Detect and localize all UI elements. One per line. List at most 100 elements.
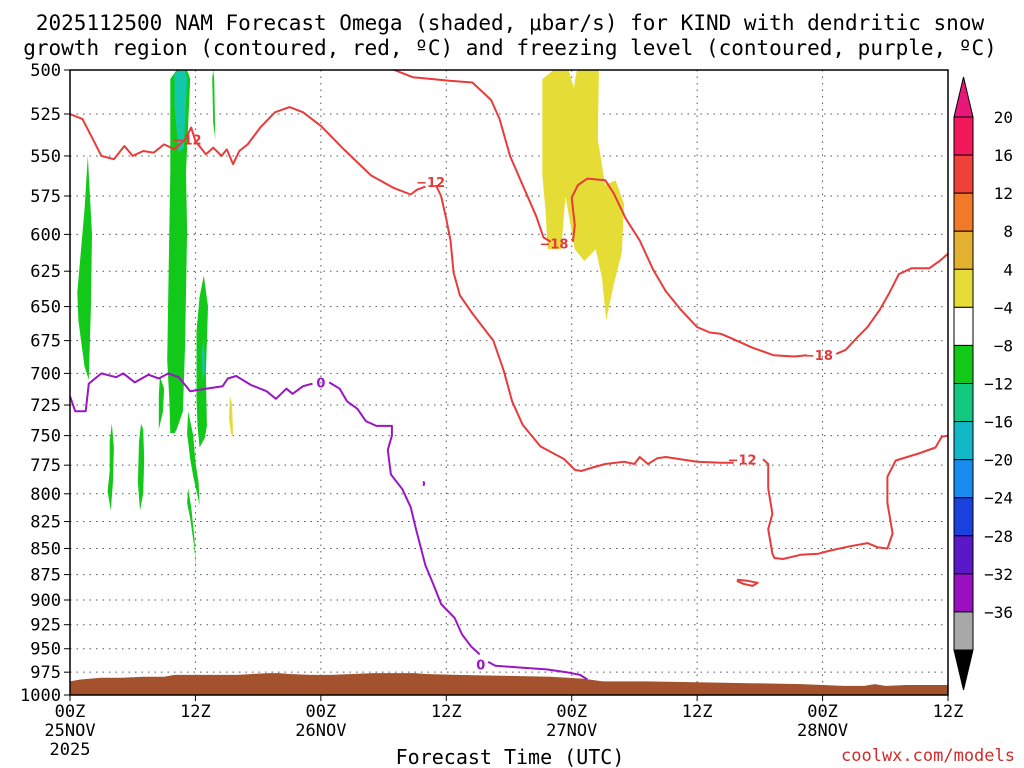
freezing-level-contour-layer — [70, 372, 588, 681]
colorbar-label: −24 — [984, 489, 1013, 508]
colorbar-segment — [953, 116, 974, 156]
colorbar-label: −4 — [994, 298, 1013, 317]
y-tick-label: 750 — [30, 427, 61, 447]
dgz-contour-line — [570, 177, 808, 358]
terrain-surface — [70, 673, 948, 695]
colorbar-label: −8 — [994, 336, 1013, 355]
dgz-contour-label: −12 — [173, 133, 202, 148]
omega-region — [201, 336, 205, 382]
y-tick-label: 925 — [30, 616, 61, 636]
dgz-contour-line — [70, 106, 426, 196]
x-date-label: 26NOV — [295, 721, 346, 741]
x-tick-label: 00Z — [556, 702, 587, 722]
omega-region — [137, 423, 145, 511]
x-year-label: 2025 — [50, 740, 91, 760]
freezing-level-label: 0 — [476, 659, 485, 674]
colorbar-segment — [953, 535, 974, 575]
omega-region — [107, 423, 114, 511]
y-tick-label: 800 — [30, 485, 61, 505]
x-date-label: 27NOV — [546, 721, 597, 741]
x-date-label: 28NOV — [797, 721, 848, 741]
y-tick-label: 875 — [30, 566, 61, 586]
freezing-level-line — [328, 381, 481, 656]
colorbar-label: 12 — [994, 184, 1013, 203]
dgz-contour-line — [762, 434, 948, 560]
chart-title-line-2: growth region (contoured, red, ºC) and f… — [23, 36, 997, 60]
freezing-level-line — [487, 661, 588, 681]
x-axis-label: Forecast Time (UTC) — [396, 745, 625, 768]
x-tick-label: 00Z — [807, 702, 838, 722]
colorbar-label: −20 — [984, 451, 1013, 470]
y-tick-label: 600 — [30, 225, 61, 245]
omega-shading-layer — [77, 70, 624, 578]
chart-title-line-1: 2025112500 NAM Forecast Omega (shaded, μ… — [36, 11, 985, 35]
x-tick-label: 12Z — [431, 702, 462, 722]
contour-label-layer: −12 −12 −18 −18 −12 0 0 — [173, 133, 833, 673]
y-axis: 500 525 550 575 600 625 650 675 700 725 750 775 800 8… — [20, 61, 70, 706]
y-tick-label: 525 — [30, 105, 61, 125]
dgz-contour-line — [736, 578, 759, 587]
y-tick-label: 950 — [30, 640, 61, 660]
dgz-contour-layer — [70, 70, 948, 587]
dgz-contour-label: −18 — [539, 237, 568, 252]
colorbar-label: 8 — [1003, 222, 1013, 241]
colorbar-label: −12 — [984, 375, 1013, 394]
colorbar-segment — [953, 573, 974, 613]
colorbar-bottom-arrow — [953, 649, 974, 691]
x-tick-label: 12Z — [933, 702, 964, 722]
dgz-contour-label: −12 — [728, 453, 757, 468]
y-tick-label: 575 — [30, 187, 61, 207]
colorbar-segment — [953, 497, 974, 537]
y-tick-label: 500 — [30, 61, 61, 81]
colorbar-segment — [953, 459, 974, 499]
omega-region — [158, 376, 165, 430]
freezing-level-line — [70, 372, 313, 413]
colorbar-label: −28 — [984, 527, 1013, 546]
colorbar-segment — [953, 154, 974, 194]
dgz-contour-label: −18 — [804, 349, 833, 364]
y-tick-label: 650 — [30, 298, 61, 318]
y-tick-label: 625 — [30, 262, 61, 282]
y-tick-label: 900 — [30, 591, 61, 611]
colorbar-top-arrow — [953, 76, 974, 118]
colorbar-label: −32 — [984, 565, 1013, 584]
colorbar-segment — [953, 383, 974, 423]
dgz-contour-label: −12 — [416, 176, 445, 191]
colorbar-label: 16 — [994, 146, 1013, 165]
colorbar-label: 20 — [994, 108, 1013, 127]
colorbar-segment — [953, 268, 974, 308]
y-tick-label: 700 — [30, 364, 61, 384]
colorbar-label: −16 — [984, 413, 1013, 432]
dgz-contour-line — [434, 184, 734, 472]
freezing-level-label: 0 — [316, 376, 325, 391]
x-tick-label: 12Z — [180, 702, 211, 722]
x-tick-label: 00Z — [55, 702, 86, 722]
colorbar-label: 4 — [1003, 260, 1013, 279]
omega-region — [542, 70, 624, 321]
y-tick-label: 850 — [30, 539, 61, 559]
dgz-contour-line — [391, 70, 552, 243]
y-tick-label: 1000 — [20, 686, 61, 706]
credit-text: coolwx.com/models — [841, 746, 1015, 766]
omega-region — [167, 70, 191, 434]
y-tick-label: 725 — [30, 396, 61, 416]
omega-region — [77, 155, 92, 380]
terrain-layer — [70, 673, 948, 695]
y-tick-label: 675 — [30, 332, 61, 352]
omega-region — [187, 488, 197, 578]
colorbar-segment — [953, 344, 974, 384]
omega-region — [212, 70, 216, 140]
colorbar: 20 16 12 8 4 −4 −8 −12 −16 −20 −24 −28 −32 −36 — [953, 76, 1013, 691]
y-tick-label: 825 — [30, 513, 61, 533]
y-tick-label: 550 — [30, 147, 61, 167]
omega-region — [228, 396, 234, 436]
freezing-level-line — [422, 480, 426, 487]
dgz-contour-line — [835, 252, 948, 355]
plot-frame — [69, 69, 949, 696]
colorbar-segment — [953, 421, 974, 461]
y-tick-label: 775 — [30, 456, 61, 476]
colorbar-segment — [953, 230, 974, 270]
x-tick-label: 00Z — [305, 702, 336, 722]
